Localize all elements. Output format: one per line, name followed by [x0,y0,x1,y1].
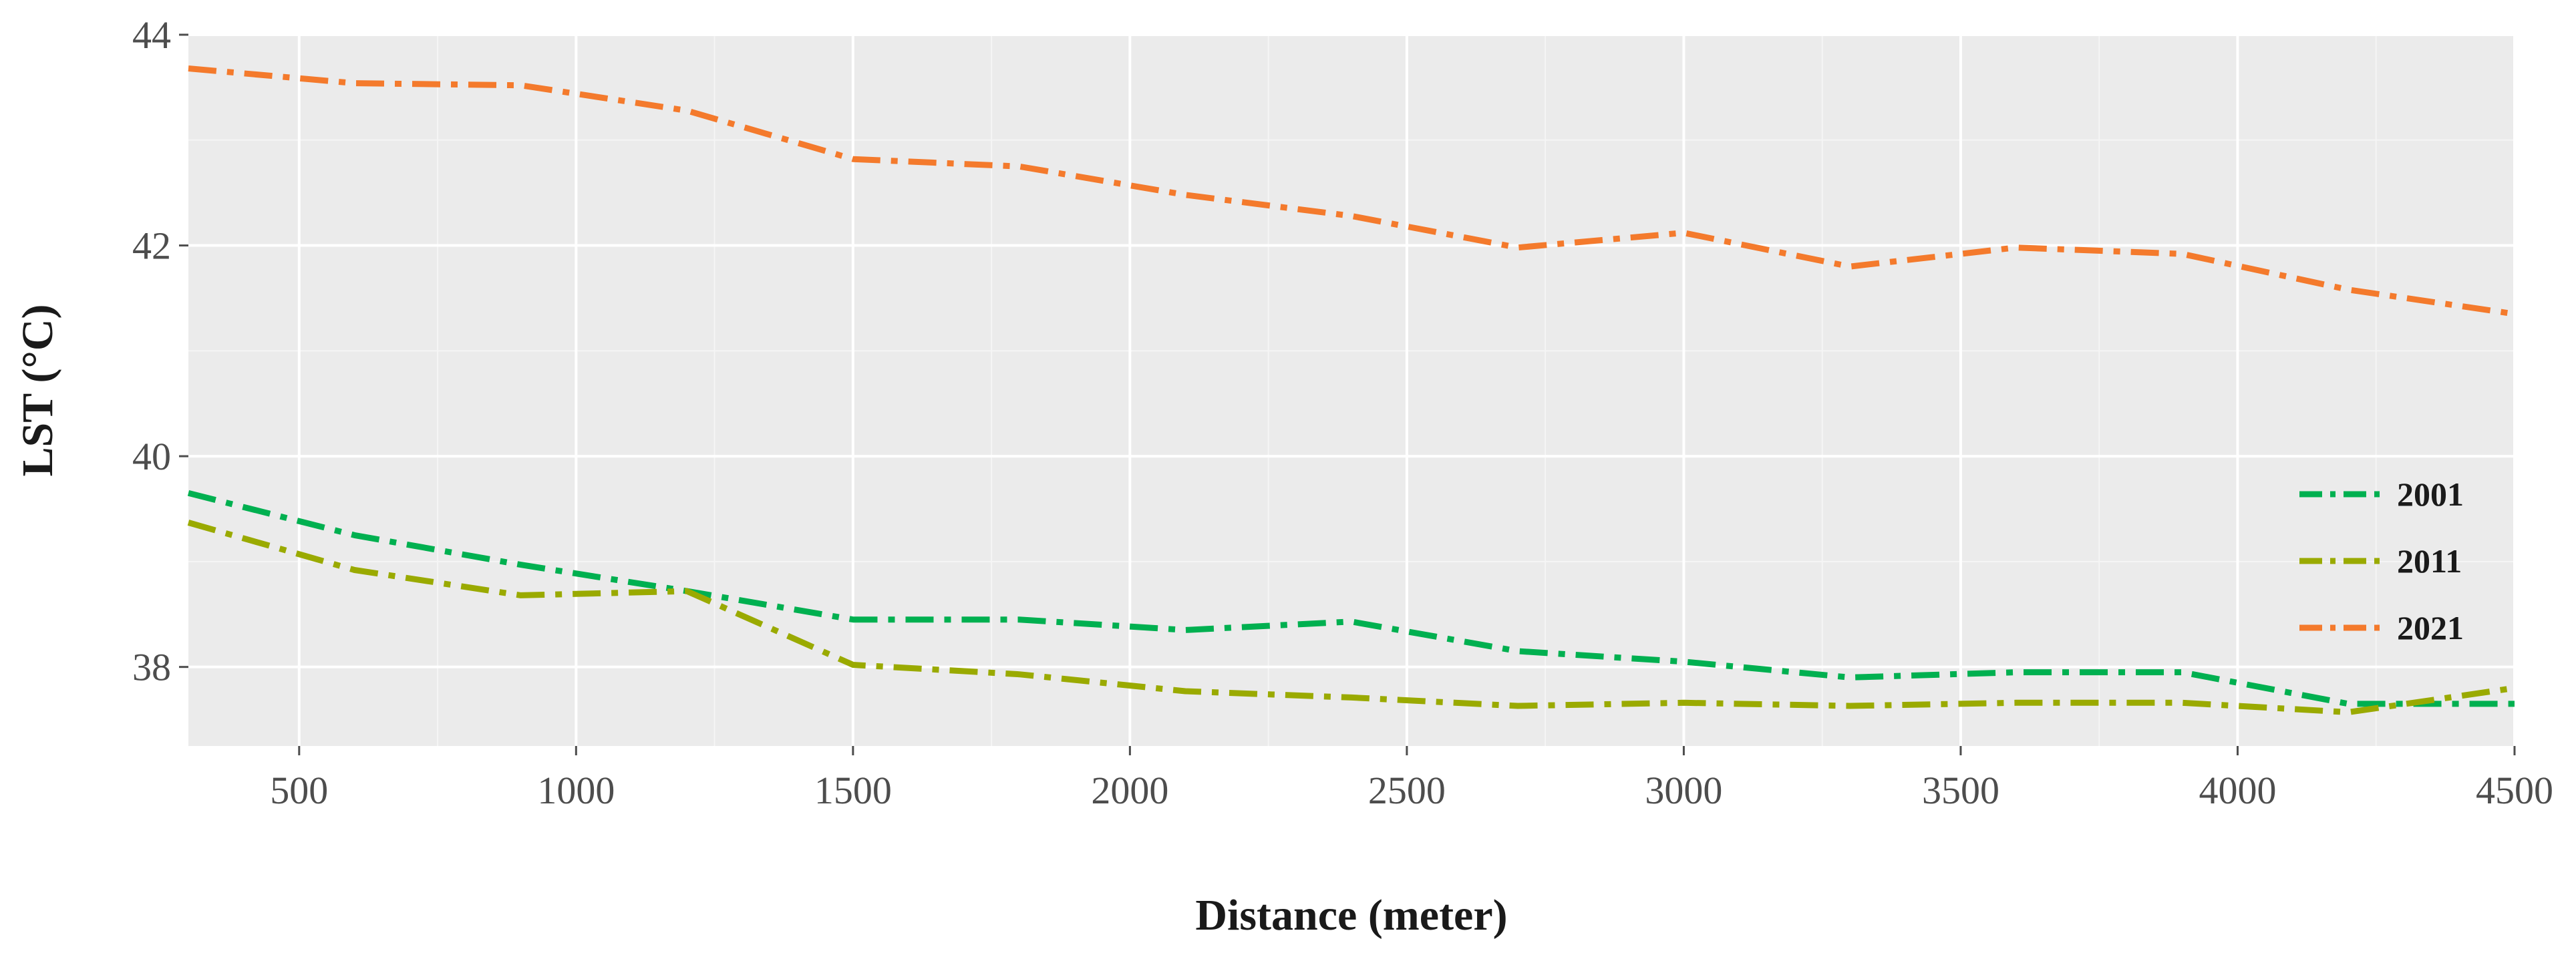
x-tick-label: 1500 [814,769,892,812]
y-axis-title: LST (°C) [13,304,62,476]
legend-label-2001: 2001 [2397,475,2464,513]
legend-label-2011: 2011 [2397,542,2462,580]
y-tick-label: 40 [132,435,171,478]
y-tick-label: 44 [132,13,171,57]
legend-item-2001: 2001 [2299,475,2464,513]
x-axis-title: Distance (meter) [1195,891,1507,940]
x-axis-ticks: 500 1000 1500 2000 2500 3000 3500 4000 4500 [270,746,2553,812]
x-tick-label: 1000 [537,769,615,812]
legend-item-2011: 2011 [2299,542,2462,580]
y-tick-label: 42 [132,224,171,268]
x-tick-label: 4000 [2199,769,2276,812]
x-tick-label: 3500 [1922,769,1999,812]
x-tick-label: 2500 [1368,769,1446,812]
series-lines [187,65,2515,715]
x-tick-label: 4500 [2476,769,2553,812]
grid-lines [188,33,2516,746]
series-line-2011 [187,520,2515,715]
x-tick-label: 3000 [1645,769,1722,812]
legend-label-2021: 2021 [2397,609,2464,646]
legend: 2001 2011 2021 [2299,475,2464,646]
x-tick-label: 500 [270,769,328,812]
x-tick-label: 2000 [1091,769,1168,812]
legend-item-2021: 2021 [2299,609,2464,646]
series-line-2001 [187,490,2515,707]
plot-background [188,35,2515,746]
y-axis-ticks: 38 40 42 44 [132,13,188,689]
y-tick-label: 38 [132,646,171,689]
